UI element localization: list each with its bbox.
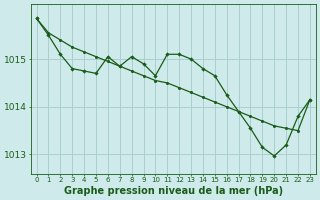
- X-axis label: Graphe pression niveau de la mer (hPa): Graphe pression niveau de la mer (hPa): [64, 186, 283, 196]
